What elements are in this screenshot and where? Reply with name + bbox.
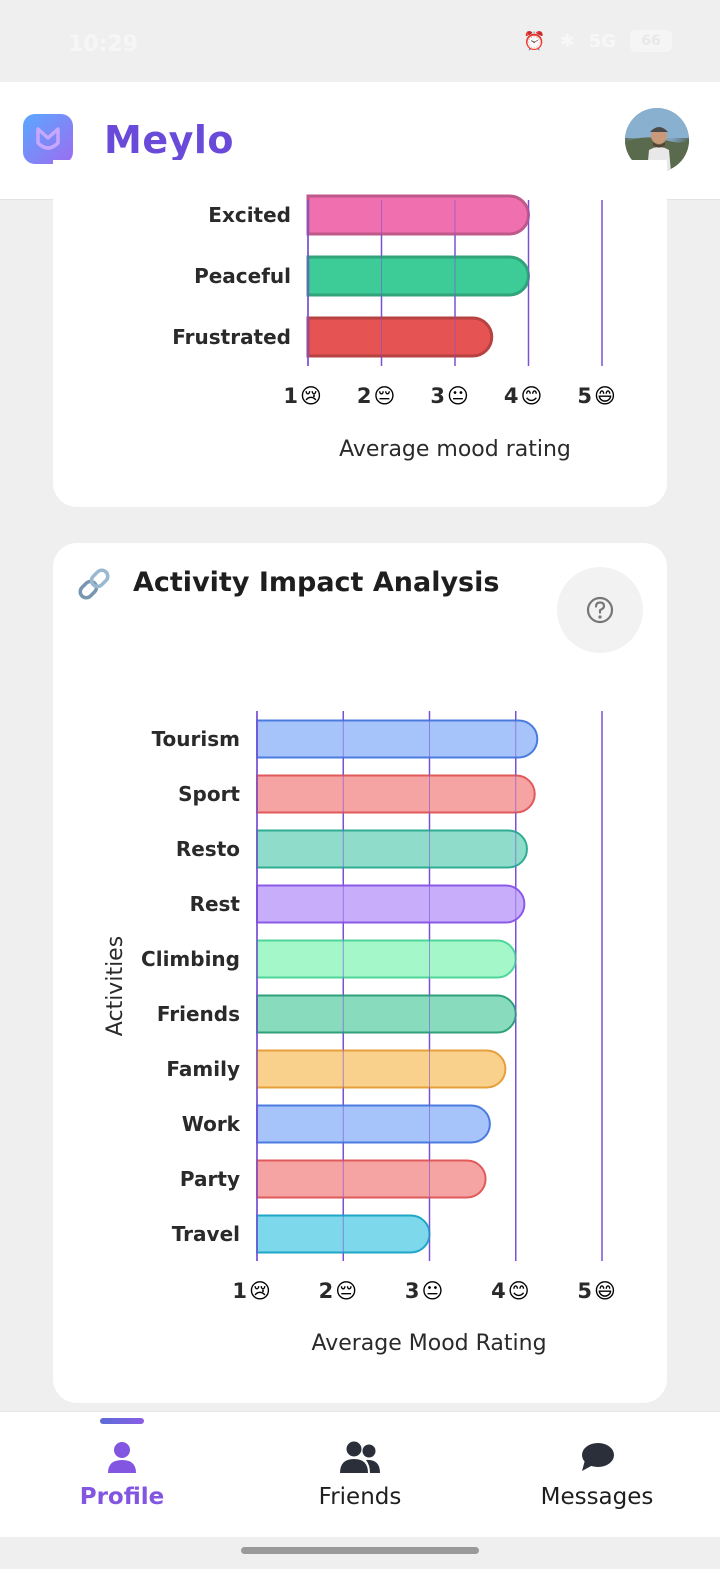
battery-icon: 66 <box>630 30 672 52</box>
category-label: Party <box>180 1167 240 1191</box>
help-icon <box>586 596 614 624</box>
category-label: Friends <box>157 1002 240 1026</box>
tick-label: 4 <box>491 1279 506 1303</box>
category-label: Family <box>166 1057 240 1081</box>
category-label: Excited <box>208 203 291 227</box>
bar-excited[interactable] <box>306 194 530 236</box>
nav-active-indicator <box>100 1418 144 1424</box>
emotion-chart-card: Excited Peaceful Frustrated 1 😢 2 😔 3 😐 4 😊 5 😄 Avera… <box>53 160 667 507</box>
nav-messages-label: Messages <box>540 1484 654 1510</box>
category-label: Climbing <box>141 947 240 971</box>
category-label: Resto <box>176 837 240 861</box>
activity-impact-card: Activity Impact Analysis Tourism Sport Res… <box>53 543 667 1403</box>
home-indicator[interactable] <box>241 1547 479 1554</box>
tick-label: 3 <box>430 384 445 408</box>
bar-friends[interactable] <box>256 994 517 1034</box>
bottom-nav: Profile Friends Messages <box>0 1411 720 1538</box>
tick-emoji: 😔 <box>374 384 396 408</box>
nav-profile[interactable]: Profile <box>22 1412 222 1538</box>
meylo-logo-icon[interactable] <box>23 114 73 164</box>
tick-emoji: 😐 <box>447 384 469 408</box>
tick-emoji: 😔 <box>335 1279 357 1303</box>
tick-label: 1 <box>232 1279 247 1303</box>
bar-rest[interactable] <box>256 884 526 924</box>
category-label: Work <box>182 1112 241 1136</box>
tick-label: 4 <box>504 384 519 408</box>
tick-emoji: 😢 <box>300 384 322 408</box>
chat-icon <box>582 1443 614 1471</box>
tick-label: 3 <box>405 1279 420 1303</box>
tick-emoji: 😐 <box>422 1279 444 1303</box>
status-bar: 10:29 ⏰ ✱ 5G 66 <box>0 0 720 82</box>
tick-emoji: 😊 <box>521 384 543 408</box>
user-icon <box>108 1442 136 1473</box>
category-label: Sport <box>178 782 240 806</box>
help-button[interactable] <box>557 567 643 653</box>
tick-label: 5 <box>577 1279 592 1303</box>
category-label: Rest <box>190 892 241 916</box>
category-label: Tourism <box>152 727 240 751</box>
tick-label: 1 <box>283 384 298 408</box>
nav-messages[interactable]: Messages <box>497 1412 697 1538</box>
network-label: 5G <box>588 30 616 52</box>
category-label: Peaceful <box>194 264 291 288</box>
x-axis-label: Average Mood Rating <box>311 1331 546 1356</box>
tick-emoji: 😢 <box>249 1279 271 1303</box>
activity-chart: Tourism Sport Resto Rest Climbing Friends Fami… <box>103 711 616 1356</box>
tick-label: 2 <box>319 1279 334 1303</box>
category-label: Frustrated <box>172 325 291 349</box>
bluetooth-icon: ✱ <box>559 30 575 52</box>
status-time: 10:29 <box>68 32 139 57</box>
bar-tourism[interactable] <box>256 719 539 759</box>
category-label: Travel <box>172 1222 240 1246</box>
alarm-icon: ⏰ <box>523 30 546 52</box>
bar-party[interactable] <box>256 1159 487 1199</box>
emotion-chart: Excited Peaceful Frustrated 1 😢 2 😔 3 😐 4 😊 5 😄 Avera… <box>172 194 616 462</box>
nav-profile-label: Profile <box>79 1484 165 1510</box>
bar-peaceful[interactable] <box>306 255 530 297</box>
bar-climbing[interactable] <box>256 939 517 979</box>
nav-friends[interactable]: Friends <box>260 1412 460 1538</box>
tick-emoji: 😄 <box>594 1279 616 1303</box>
bar-resto[interactable] <box>256 829 528 869</box>
tick-emoji: 😄 <box>594 384 616 408</box>
bar-sport[interactable] <box>256 774 536 814</box>
bar-frustrated[interactable] <box>306 316 494 358</box>
status-icons: ⏰ ✱ 5G 66 <box>523 30 672 52</box>
y-axis-label: Activities <box>103 936 128 1036</box>
system-home-area <box>0 1537 720 1569</box>
tick-emoji: 😊 <box>508 1279 530 1303</box>
app-title: Meylo <box>104 118 234 162</box>
friends-icon <box>340 1441 380 1473</box>
bar-work[interactable] <box>256 1104 491 1144</box>
card-title: Activity Impact Analysis <box>133 567 500 598</box>
link-icon <box>75 565 113 607</box>
tick-label: 5 <box>577 384 592 408</box>
nav-friends-label: Friends <box>318 1484 402 1510</box>
bar-family[interactable] <box>256 1049 507 1089</box>
tick-label: 2 <box>357 384 372 408</box>
x-axis-label: Average mood rating <box>339 437 571 462</box>
